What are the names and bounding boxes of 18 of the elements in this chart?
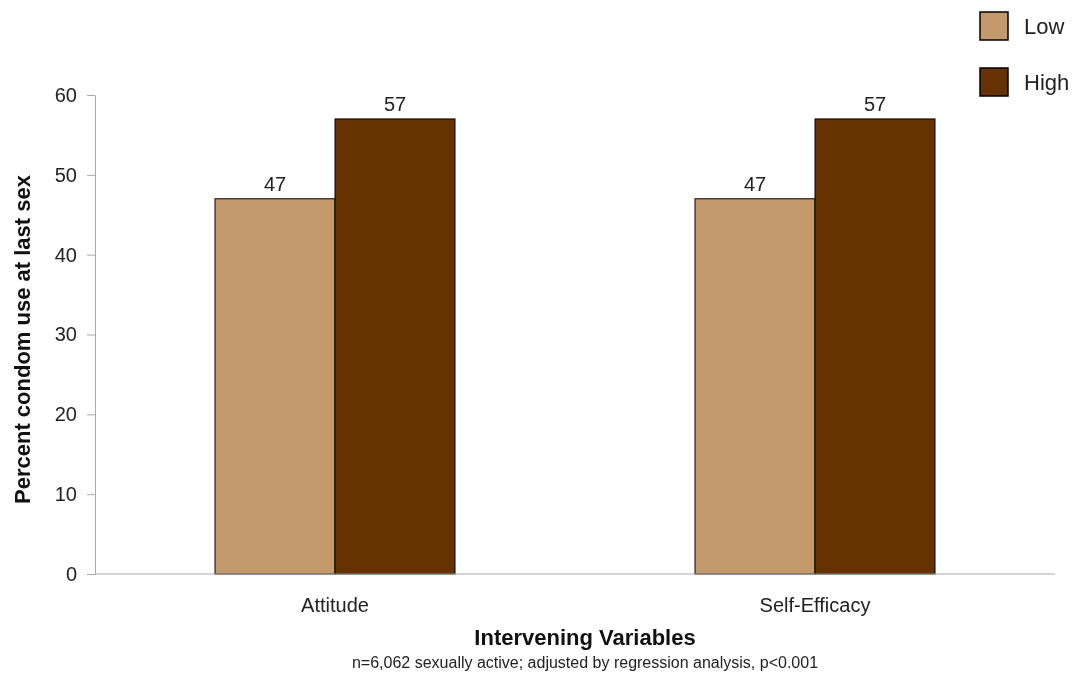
legend-label: High — [1024, 69, 1070, 95]
data-label: 47 — [263, 172, 287, 195]
y-tick-label: 40 — [54, 243, 77, 266]
y-tick-label: 60 — [54, 83, 77, 106]
x-axis-title: Intervening Variables — [474, 625, 696, 650]
x-tick-label: Attitude — [301, 594, 369, 616]
x-tick-label: Self-Efficacy — [759, 594, 871, 616]
legend-label: Low — [1024, 13, 1065, 39]
data-label: 57 — [383, 92, 407, 115]
y-tick-label: 20 — [54, 403, 77, 426]
text: n=6,062 sexually active; adjusted by regression analysis, p<0.001 — [351, 654, 819, 671]
y-axis-title: Percent condom use at last sex — [10, 174, 35, 504]
y-tick-label: 10 — [54, 483, 77, 506]
y-tick-label: 0 — [65, 562, 77, 585]
data-label: 57 — [863, 92, 887, 115]
y-tick-label: 30 — [54, 323, 77, 346]
data-label: 47 — [743, 172, 767, 195]
y-tick-label: 50 — [54, 163, 77, 186]
